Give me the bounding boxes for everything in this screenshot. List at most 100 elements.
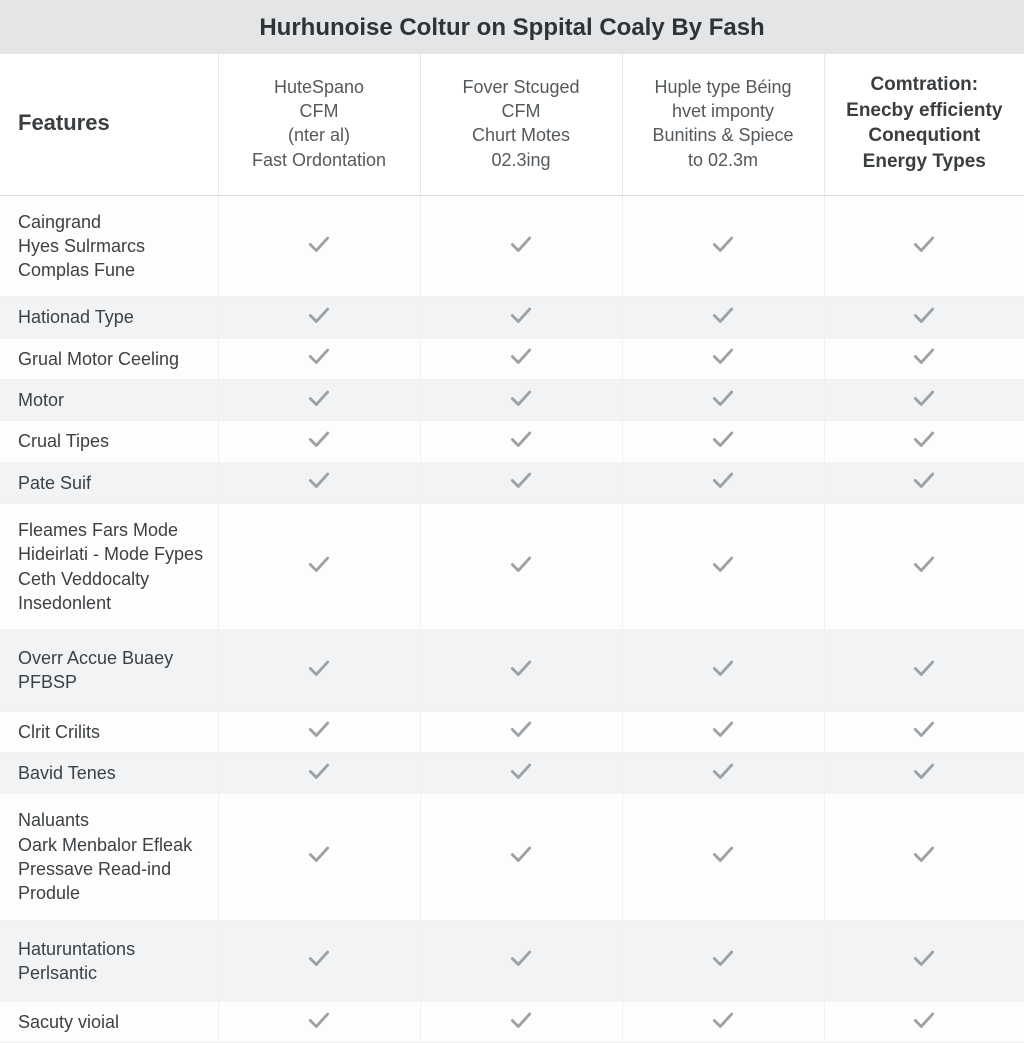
feature-label-line: Perlsantic	[18, 963, 97, 983]
feature-cell	[824, 920, 1024, 1002]
column-header-line: hvet imponty	[633, 99, 814, 123]
column-header-line: Energy Types	[835, 149, 1015, 175]
column-header-line: CFM	[431, 99, 612, 123]
feature-cell	[420, 380, 622, 421]
feature-cell	[218, 421, 420, 462]
check-icon	[911, 841, 937, 867]
check-icon	[710, 716, 736, 742]
feature-label: Grual Motor Ceeling	[0, 338, 218, 379]
feature-cell	[420, 338, 622, 379]
column-header-line: Enecby efficienty	[835, 98, 1015, 124]
feature-label: Sacuty vioial	[0, 1002, 218, 1043]
feature-cell	[420, 297, 622, 338]
check-icon	[911, 343, 937, 369]
feature-cell	[824, 1002, 1024, 1043]
feature-label-line: Motor	[18, 390, 64, 410]
table-row: Overr Accue Buaey PFBSP	[0, 630, 1024, 712]
column-header-line: Churt Motes	[431, 123, 612, 147]
check-icon	[306, 231, 332, 257]
column-header-line: Conequtiont	[835, 123, 1015, 149]
feature-cell	[824, 338, 1024, 379]
check-icon	[306, 343, 332, 369]
table-title: Hurhunoise Coltur on Sppital Coaly By Fa…	[0, 0, 1024, 54]
feature-label-line: Hideirlati - Mode Fypes	[18, 544, 203, 564]
check-icon	[508, 467, 534, 493]
feature-cell	[824, 195, 1024, 297]
feature-cell	[420, 503, 622, 629]
feature-label-line: Crual Tipes	[18, 431, 109, 451]
feature-cell	[824, 462, 1024, 503]
check-icon	[306, 302, 332, 328]
check-icon	[306, 426, 332, 452]
feature-label-line: Overr Accue Buaey	[18, 648, 173, 668]
check-icon	[710, 1007, 736, 1033]
column-header-line: Fast Ordontation	[229, 148, 410, 172]
feature-cell	[824, 630, 1024, 712]
feature-label: HaturuntationsPerlsantic	[0, 920, 218, 1002]
check-icon	[710, 467, 736, 493]
feature-cell	[622, 297, 824, 338]
feature-label-line: Pate Suif	[18, 473, 91, 493]
feature-cell	[218, 338, 420, 379]
feature-cell	[824, 503, 1024, 629]
feature-cell	[622, 920, 824, 1002]
feature-cell	[420, 711, 622, 752]
feature-label-line: Complas Fune	[18, 260, 135, 280]
feature-label: Clrit Crilits	[0, 711, 218, 752]
feature-cell	[824, 380, 1024, 421]
check-icon	[306, 716, 332, 742]
feature-label: Overr Accue Buaey PFBSP	[0, 630, 218, 712]
column-header-line: Fover Stcuged	[431, 75, 612, 99]
table-row: Motor	[0, 380, 1024, 421]
feature-cell	[420, 753, 622, 794]
feature-cell	[420, 462, 622, 503]
feature-label-line: PFBSP	[18, 672, 77, 692]
check-icon	[306, 841, 332, 867]
feature-label: Fleames Fars Mode Hideirlati - Mode Fypes…	[0, 503, 218, 629]
feature-cell	[824, 753, 1024, 794]
check-icon	[911, 302, 937, 328]
feature-label-line: Oark Menbalor Efleak	[18, 835, 192, 855]
check-icon	[710, 945, 736, 971]
column-header: HuteSpanoCFM(nter al)Fast Ordontation	[218, 54, 420, 195]
check-icon	[710, 551, 736, 577]
feature-label-line: Hationad Type	[18, 307, 134, 327]
check-icon	[306, 945, 332, 971]
feature-cell	[218, 195, 420, 297]
feature-cell	[420, 920, 622, 1002]
check-icon	[710, 841, 736, 867]
feature-cell	[420, 1002, 622, 1043]
feature-cell	[218, 711, 420, 752]
feature-label-line: Hyes Sulrmarcs	[18, 236, 145, 256]
feature-cell	[622, 711, 824, 752]
feature-cell	[622, 338, 824, 379]
feature-cell	[218, 462, 420, 503]
check-icon	[306, 551, 332, 577]
feature-cell	[824, 711, 1024, 752]
feature-label-line: Grual Motor Ceeling	[18, 349, 179, 369]
feature-cell	[622, 462, 824, 503]
check-icon	[508, 385, 534, 411]
check-icon	[508, 716, 534, 742]
table-row: HaturuntationsPerlsantic	[0, 920, 1024, 1002]
column-header-line: HuteSpano	[229, 75, 410, 99]
feature-label-line: Clrit Crilits	[18, 722, 100, 742]
check-icon	[710, 426, 736, 452]
feature-cell	[218, 794, 420, 920]
comparison-table: Hurhunoise Coltur on Sppital Coaly By Fa…	[0, 0, 1024, 1043]
feature-label-line: Fleames Fars Mode	[18, 520, 178, 540]
column-header-line: to 02.3m	[633, 148, 814, 172]
feature-label-line: Pressave Read-ind	[18, 859, 171, 879]
feature-cell	[420, 630, 622, 712]
feature-cell	[824, 297, 1024, 338]
check-icon	[508, 343, 534, 369]
feature-cell	[218, 920, 420, 1002]
feature-cell	[622, 1002, 824, 1043]
table-row: Pate Suif	[0, 462, 1024, 503]
check-icon	[911, 467, 937, 493]
check-icon	[911, 655, 937, 681]
feature-cell	[218, 380, 420, 421]
feature-cell	[622, 753, 824, 794]
table-row: Clrit Crilits	[0, 711, 1024, 752]
check-icon	[508, 302, 534, 328]
